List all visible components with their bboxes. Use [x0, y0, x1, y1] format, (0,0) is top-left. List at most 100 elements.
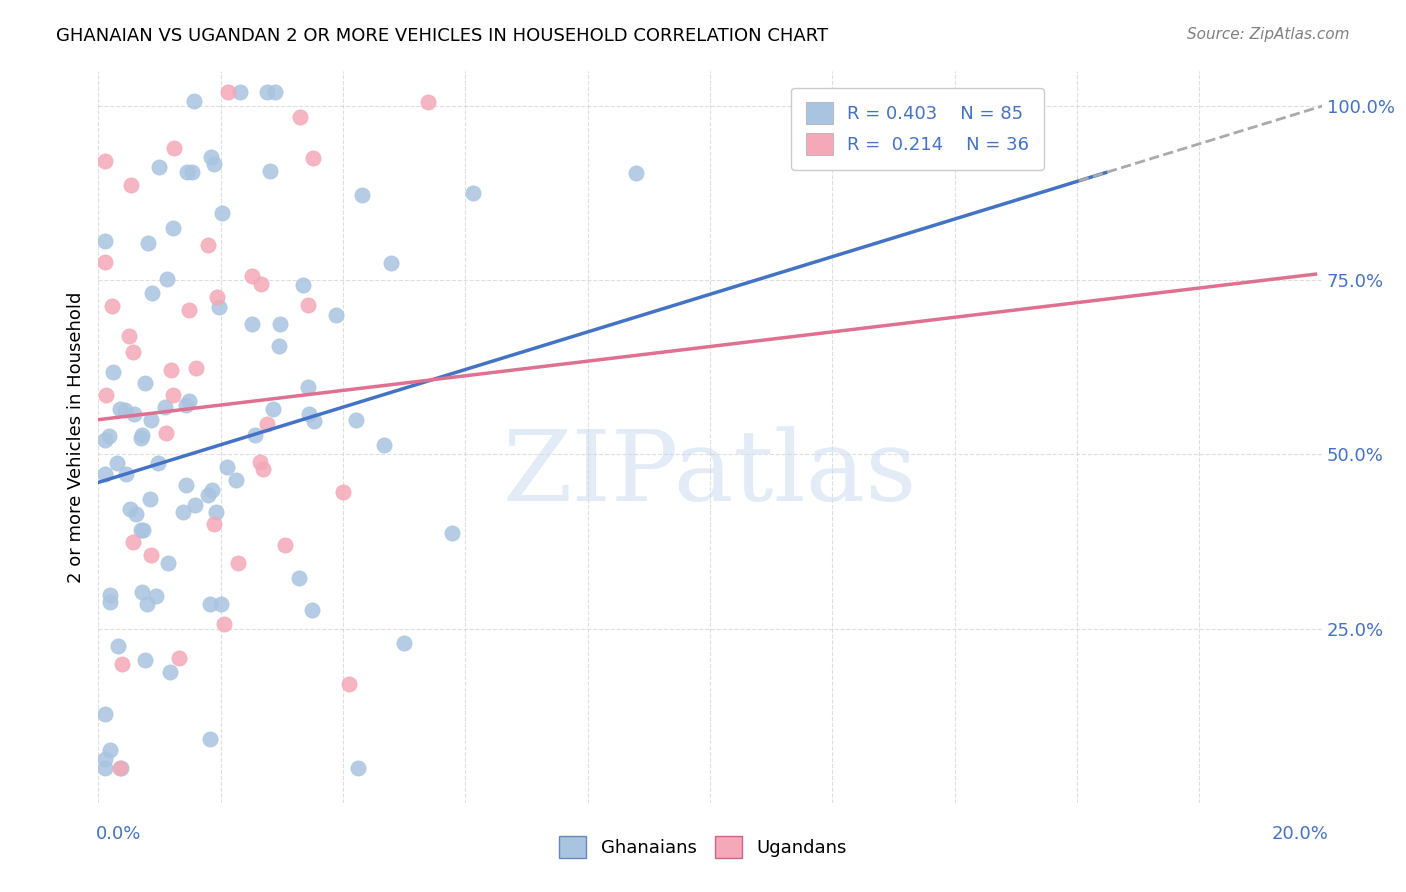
Point	[181, 165, 204, 179]
Point	[132, 523, 155, 537]
Point	[131, 428, 153, 442]
Point	[157, 556, 180, 570]
Point	[122, 535, 145, 549]
Point	[301, 603, 323, 617]
Point	[136, 236, 159, 251]
Point	[209, 597, 232, 611]
Point	[159, 363, 181, 377]
Point	[344, 413, 367, 427]
Point	[463, 186, 485, 201]
Point	[129, 523, 152, 537]
Point	[273, 538, 295, 552]
Point	[110, 761, 132, 775]
Point	[197, 237, 219, 252]
Point	[184, 498, 207, 512]
Point	[93, 467, 115, 482]
Point	[139, 548, 162, 562]
Point	[177, 393, 200, 408]
Point	[380, 256, 402, 270]
Point	[197, 488, 219, 502]
Point	[141, 413, 163, 427]
Point	[288, 110, 311, 124]
Point	[392, 636, 415, 650]
Text: ZIPatlas: ZIPatlas	[503, 425, 917, 522]
Point	[148, 161, 170, 175]
Point	[202, 516, 225, 531]
Point	[208, 300, 231, 314]
Point	[440, 525, 463, 540]
Point	[198, 597, 221, 611]
Point	[339, 677, 361, 691]
Point	[240, 318, 263, 332]
Point	[145, 589, 167, 603]
Point	[131, 431, 153, 445]
Point	[332, 485, 354, 500]
Point	[105, 457, 128, 471]
Point	[229, 85, 252, 99]
Text: 20.0%: 20.0%	[1272, 825, 1329, 843]
Point	[139, 492, 162, 507]
Point	[217, 85, 239, 99]
Point	[200, 150, 222, 164]
Point	[325, 308, 347, 322]
Point	[159, 665, 181, 679]
Point	[134, 652, 156, 666]
Point	[141, 286, 163, 301]
Point	[117, 329, 139, 343]
Point	[103, 365, 125, 379]
Point	[155, 425, 177, 440]
Point	[108, 761, 131, 775]
Point	[267, 339, 290, 353]
Point	[94, 388, 117, 402]
Point	[93, 433, 115, 447]
Point	[249, 454, 271, 468]
Point	[131, 584, 153, 599]
Point	[174, 477, 197, 491]
Point	[263, 85, 285, 99]
Point	[269, 318, 291, 332]
Point	[302, 414, 325, 428]
Point	[134, 376, 156, 390]
Point	[198, 732, 221, 747]
Point	[107, 639, 129, 653]
Point	[346, 761, 368, 775]
Point	[211, 206, 233, 220]
Point	[215, 460, 238, 475]
Point	[240, 268, 263, 283]
Point	[225, 473, 247, 487]
Point	[205, 289, 228, 303]
Point	[114, 403, 136, 417]
Point	[135, 597, 157, 611]
Point	[176, 398, 198, 412]
Legend: Ghanaians, Ugandans: Ghanaians, Ugandans	[553, 829, 853, 865]
Point	[292, 278, 315, 293]
Point	[118, 502, 141, 516]
Point	[93, 707, 115, 722]
Point	[110, 401, 132, 416]
Point	[259, 164, 281, 178]
Point	[212, 616, 235, 631]
Point	[101, 299, 124, 313]
Point	[297, 380, 319, 394]
Point	[297, 298, 319, 312]
Point	[179, 302, 201, 317]
Point	[172, 505, 194, 519]
Point	[250, 277, 273, 291]
Y-axis label: 2 or more Vehicles in Household: 2 or more Vehicles in Household	[66, 292, 84, 582]
Point	[176, 165, 198, 179]
Point	[162, 388, 184, 402]
Point	[167, 650, 190, 665]
Point	[98, 588, 121, 602]
Point	[122, 407, 145, 421]
Point	[624, 166, 647, 180]
Point	[201, 483, 224, 497]
Legend: R = 0.403    N = 85, R =  0.214    N = 36: R = 0.403 N = 85, R = 0.214 N = 36	[792, 87, 1043, 169]
Point	[120, 178, 142, 192]
Point	[156, 272, 179, 286]
Point	[184, 360, 207, 375]
Point	[100, 595, 122, 609]
Point	[93, 761, 115, 775]
Point	[93, 254, 115, 268]
Text: GHANAIAN VS UGANDAN 2 OR MORE VEHICLES IN HOUSEHOLD CORRELATION CHART: GHANAIAN VS UGANDAN 2 OR MORE VEHICLES I…	[56, 27, 828, 45]
Point	[124, 507, 146, 521]
